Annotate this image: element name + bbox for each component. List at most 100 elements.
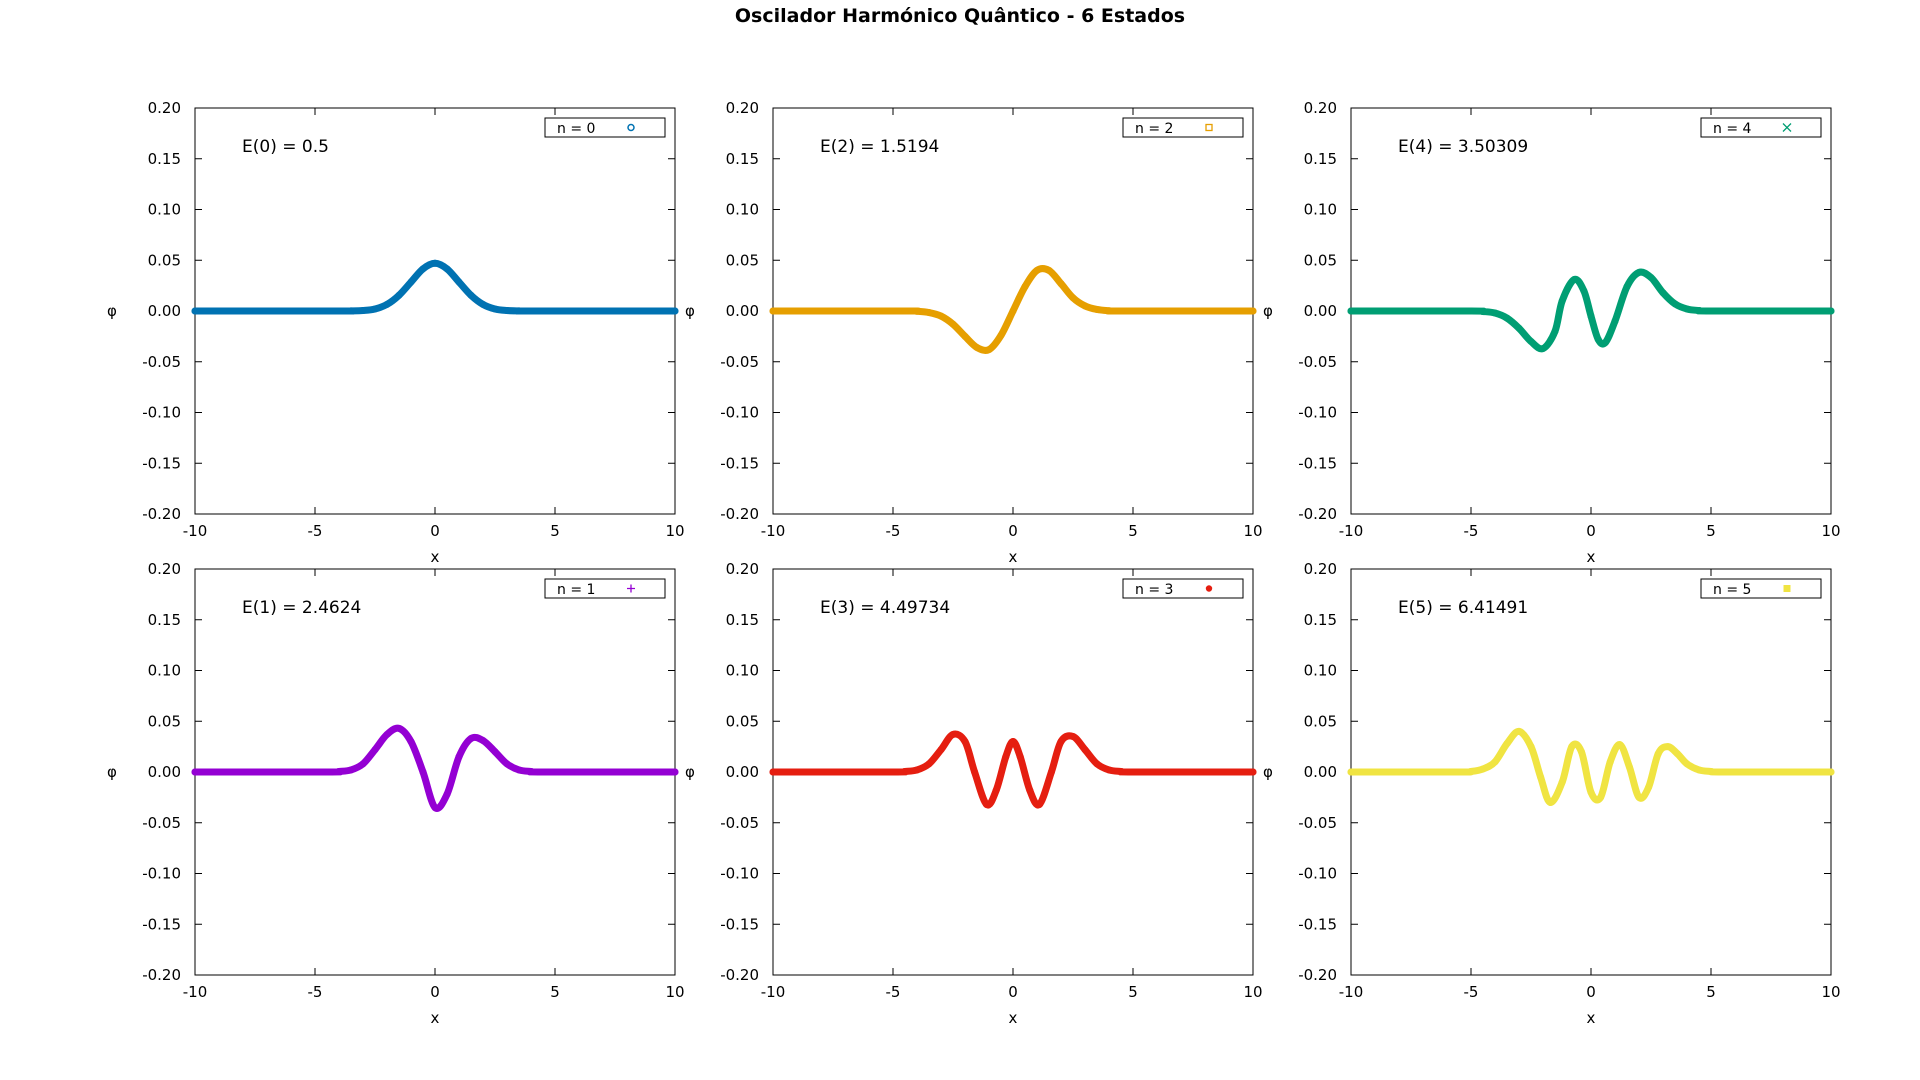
data-point: [1827, 307, 1835, 315]
y-tick-label: -0.15: [142, 915, 181, 933]
energy-annotation: E(5) = 6.41491: [1398, 598, 1528, 618]
data-point: [983, 800, 991, 808]
data-point: [1587, 788, 1595, 796]
data-point: [347, 766, 355, 774]
data-point: [1093, 760, 1101, 768]
y-tick-label: -0.10: [142, 404, 181, 422]
series-line: [191, 724, 679, 812]
chart-panel: -0.20 -0.15 -0.10 -0.05 0.00 0.05 0.10 0.15 0.20…: [685, 560, 1263, 1027]
data-point: [1645, 783, 1653, 791]
data-point: [997, 331, 1005, 339]
data-point: [1707, 767, 1715, 775]
x-tick-label: 0: [1586, 522, 1596, 540]
energy-annotation: E(1) = 2.4624: [242, 598, 361, 618]
data-point: [467, 735, 475, 743]
energy-annotation: E(2) = 1.5194: [820, 137, 939, 157]
data-point: [913, 766, 921, 774]
data-point: [671, 307, 679, 315]
x-tick-label: 10: [1243, 522, 1262, 540]
y-tick-label: 0.15: [148, 611, 181, 629]
data-point: [1515, 324, 1523, 332]
data-point: [1827, 768, 1835, 776]
data-point: [407, 738, 415, 746]
data-point: [335, 767, 343, 775]
y-tick-label: 0.05: [148, 251, 181, 269]
data-point: [913, 307, 921, 315]
data-point: [1033, 266, 1041, 274]
data-point: [407, 278, 415, 286]
y-tick-label: 0.15: [1304, 150, 1337, 168]
y-tick-label: 0.20: [1304, 560, 1337, 578]
data-point: [1249, 768, 1257, 776]
data-point: [479, 737, 487, 745]
data-point: [1673, 750, 1681, 758]
data-point: [1081, 746, 1089, 754]
data-point: [1606, 758, 1614, 766]
data-point: [455, 278, 463, 286]
chart-panel: -0.20 -0.15 -0.10 -0.05 0.00 0.05 0.10 0.15 0.20…: [1263, 99, 1841, 566]
x-tick-label: -10: [1339, 522, 1364, 540]
data-point: [1009, 738, 1017, 746]
data-point: [1026, 786, 1034, 794]
data-point: [455, 753, 463, 761]
data-point: [1467, 307, 1475, 315]
data-point: [419, 768, 427, 776]
y-tick-label: -0.20: [142, 505, 181, 523]
legend-label: n = 5: [1713, 582, 1751, 598]
y-tick-label: -0.05: [1298, 814, 1337, 832]
x-tick-label: -5: [308, 983, 323, 1001]
y-tick-label: -0.05: [720, 353, 759, 371]
data-point: [1047, 768, 1055, 776]
data-point: [1069, 732, 1077, 740]
legend-label: n = 1: [557, 582, 595, 598]
legend-box: [1700, 117, 1822, 138]
y-tick-label: 0.05: [726, 712, 759, 730]
data-point: [937, 746, 945, 754]
data-point: [359, 306, 367, 314]
data-point: [491, 748, 499, 756]
y-tick-label: 0.15: [726, 611, 759, 629]
x-tick-label: -5: [308, 522, 323, 540]
y-tick-label: 0.10: [1304, 201, 1337, 219]
x-tick-label: 0: [430, 522, 440, 540]
data-point: [1695, 766, 1703, 774]
x-tick-label: 10: [1821, 983, 1840, 1001]
legend-marker: [1205, 585, 1213, 592]
data-point: [1491, 758, 1499, 766]
data-point: [371, 305, 379, 313]
chart-panel: -0.20 -0.15 -0.10 -0.05 0.00 0.05 0.10 0.15 0.20…: [107, 560, 685, 1027]
data-point: [1683, 760, 1691, 768]
legend-label: n = 0: [557, 121, 595, 137]
data-point: [503, 760, 511, 768]
data-point: [1577, 748, 1585, 756]
data-point: [1009, 307, 1017, 315]
data-point: [191, 307, 199, 315]
data-point: [1503, 740, 1511, 748]
y-tick-label: 0.15: [1304, 611, 1337, 629]
x-tick-label: 0: [1008, 522, 1018, 540]
x-axis-label: x: [431, 548, 440, 566]
data-point: [1093, 305, 1101, 313]
data-point: [1105, 766, 1113, 774]
y-tick-label: -0.15: [720, 915, 759, 933]
data-point: [503, 306, 511, 314]
data-point: [323, 768, 331, 776]
y-axis-label: φ: [107, 763, 117, 781]
y-tick-label: 0.05: [1304, 251, 1337, 269]
legend-box: [544, 578, 666, 599]
data-point: [1683, 305, 1691, 313]
y-axis-label: φ: [1263, 302, 1273, 320]
data-point: [359, 760, 367, 768]
y-tick-label: 0.00: [726, 302, 759, 320]
energy-annotation: E(3) = 4.49734: [820, 598, 950, 618]
data-point: [395, 724, 403, 732]
x-tick-label: 5: [1128, 522, 1138, 540]
data-point: [889, 768, 897, 776]
data-point: [1081, 302, 1089, 310]
y-tick-label: -0.10: [720, 865, 759, 883]
x-tick-label: -10: [183, 983, 208, 1001]
y-tick-label: 0.10: [726, 662, 759, 680]
data-point: [1671, 300, 1679, 308]
y-tick-label: -0.20: [720, 505, 759, 523]
data-point: [1491, 309, 1499, 317]
